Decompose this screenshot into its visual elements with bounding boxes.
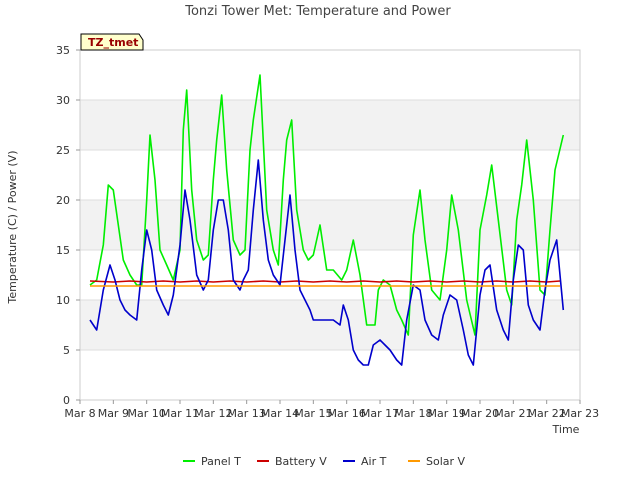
x-tick-label-2: Mar 10 (128, 407, 166, 420)
x-tick-label-12: Mar 20 (461, 407, 499, 420)
series-lines (89, 74, 565, 366)
legend-label-air-t: Air T (361, 455, 387, 468)
band-1 (80, 300, 580, 350)
chart-title: Tonzi Tower Met: Temperature and Power (184, 4, 451, 19)
x-tick-label-3: Mar 11 (161, 407, 199, 420)
y-tick-label-7: 35 (56, 44, 70, 57)
x-tick-label-8: Mar 16 (328, 407, 366, 420)
series-line-air-t (89, 159, 565, 366)
legend-label-battery-v: Battery V (275, 455, 327, 468)
x-tick-label-4: Mar 12 (194, 407, 232, 420)
legend-label-panel-t: Panel T (201, 455, 241, 468)
gridlines (80, 49, 580, 401)
band-3 (80, 200, 580, 250)
x-tick-label-5: Mar 13 (228, 407, 266, 420)
legend-label-solar-v: Solar V (426, 455, 466, 468)
y-tick-label-4: 20 (56, 194, 70, 207)
x-tick-label-14: Mar 22 (528, 407, 566, 420)
x-tick-label-13: Mar 21 (494, 407, 532, 420)
x-tick-label-1: Mar 9 (98, 407, 129, 420)
background-bands (80, 100, 580, 350)
y-tick-label-0: 0 (63, 394, 70, 407)
y-tick-label-2: 10 (56, 294, 70, 307)
y-tick-label-3: 15 (56, 244, 70, 257)
badge-box (80, 33, 144, 51)
x-tick-label-0: Mar 8 (64, 407, 95, 420)
x-tick-label-10: Mar 18 (394, 407, 432, 420)
x-tick-label-11: Mar 19 (428, 407, 466, 420)
badge: TZ_tmet (80, 33, 144, 51)
x-tick-label-15: Mar 23 (561, 407, 599, 420)
y-tick-label-5: 25 (56, 144, 70, 157)
x-tick-label-6: Mar 14 (261, 407, 299, 420)
badge-label: TZ_tmet (88, 36, 138, 49)
y-axis-ticks: 0 5 10 15 20 25 30 35 (56, 44, 80, 407)
legend: Panel T Battery V Air T Solar V (183, 455, 466, 468)
x-axis-label: Time (552, 423, 580, 436)
y-tick-label-6: 30 (56, 94, 70, 107)
y-tick-label-1: 5 (63, 344, 70, 357)
x-tick-label-9: Mar 17 (361, 407, 399, 420)
series-line-battery-v (89, 280, 561, 283)
band-5 (80, 100, 580, 150)
series-line-panel-t (89, 74, 565, 336)
x-tick-label-7: Mar 15 (294, 407, 332, 420)
y-axis-label: Temperature (C) / Power (V) (6, 150, 19, 304)
plot-frame (79, 49, 581, 401)
